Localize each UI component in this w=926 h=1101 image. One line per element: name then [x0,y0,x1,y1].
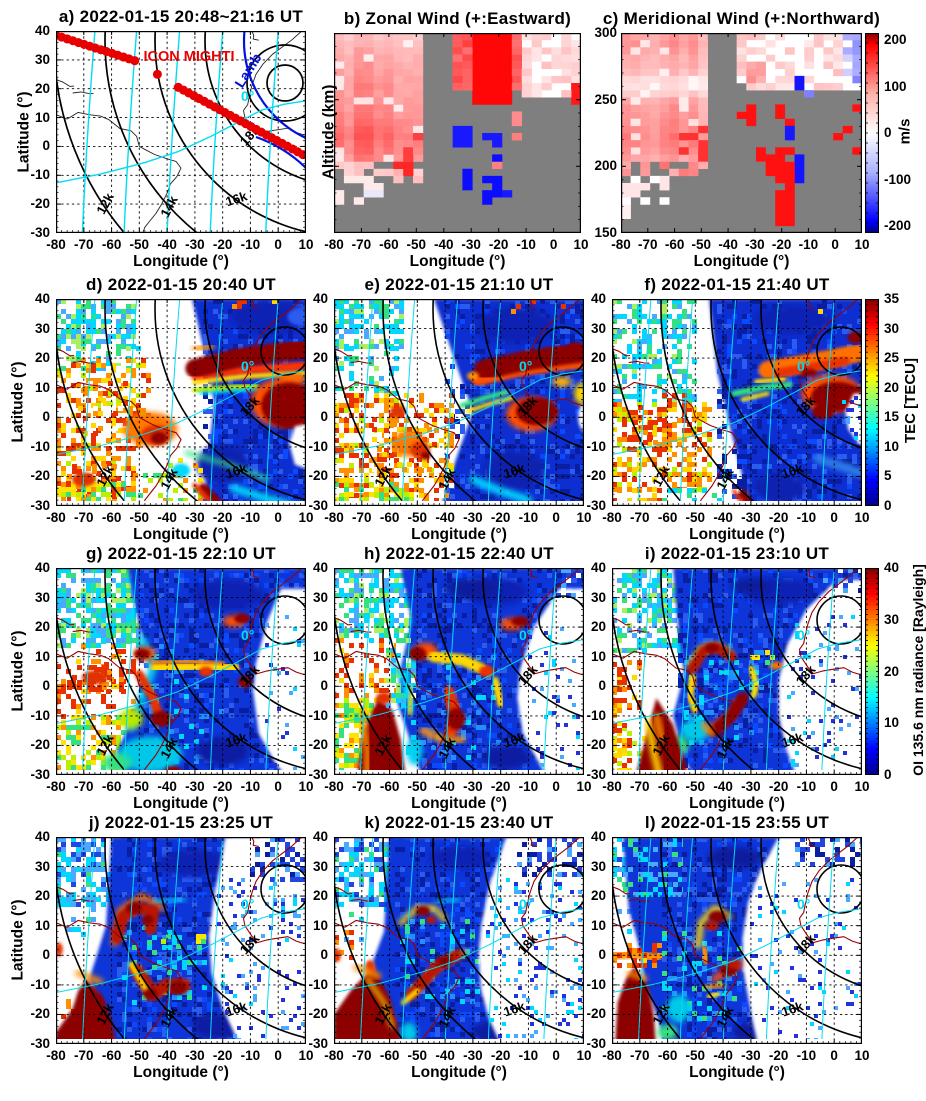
svg-text:0°: 0° [797,896,810,912]
svg-text:16k: 16k [224,729,250,750]
svg-text:16k: 16k [780,460,806,481]
svg-text:0°: 0° [241,896,254,912]
svg-text:0°: 0° [519,358,532,374]
svg-text:16k: 16k [502,460,528,481]
svg-text:0°: 0° [241,88,254,104]
svg-text:ICON MIGHTI: ICON MIGHTI [143,49,234,65]
svg-text:0°: 0° [519,627,532,643]
svg-text:16k: 16k [224,460,250,481]
svg-text:0°: 0° [241,627,254,643]
svg-text:0°: 0° [519,896,532,912]
svg-text:16k: 16k [780,729,806,750]
svg-text:16k: 16k [502,729,528,750]
svg-text:0°: 0° [797,358,810,374]
svg-text:16k: 16k [224,188,250,209]
svg-text:16k: 16k [224,998,250,1019]
svg-text:16k: 16k [502,998,528,1019]
svg-text:0°: 0° [241,358,254,374]
svg-text:0°: 0° [797,627,810,643]
svg-text:16k: 16k [780,998,806,1019]
